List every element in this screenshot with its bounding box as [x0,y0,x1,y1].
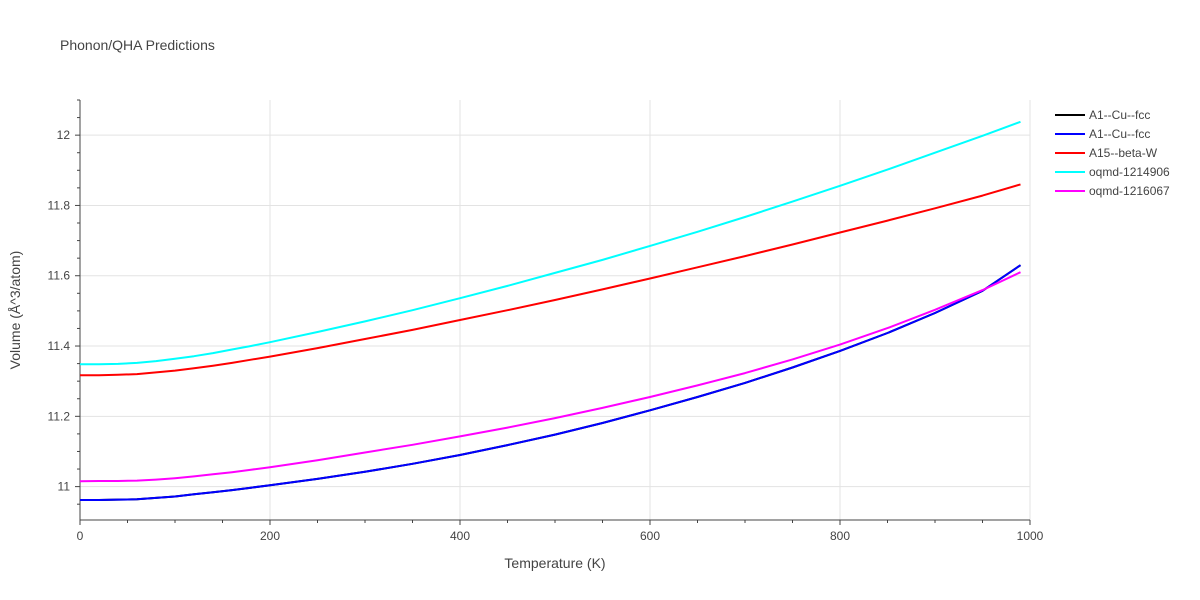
y-axis-title: Volume (Å^3/atom) [7,251,23,370]
x-tick-label-5: 1000 [1017,529,1044,543]
grid [80,100,1031,520]
series-line-3 [80,120,1021,366]
legend-item-0[interactable]: A1--Cu--fcc [1055,108,1150,122]
chart-title: Phonon/QHA Predictions [60,37,215,53]
y-tick-label-1: 11.2 [48,409,71,423]
y-tick-label-0: 11 [58,480,71,494]
legend-label-2: A15--beta-W [1089,146,1158,160]
x-tick-label-3: 600 [640,529,660,543]
legend-label-1: A1--Cu--fcc [1089,127,1150,141]
x-tick-label-0: 0 [77,529,84,543]
legend-item-1[interactable]: A1--Cu--fcc [1055,127,1150,141]
legend-label-4: oqmd-1216067 [1089,184,1170,198]
legend-item-2[interactable]: A15--beta-W [1055,146,1158,160]
axes [75,99,1031,525]
y-tick-label-3: 11.6 [48,269,71,283]
x-axis-title: Temperature (K) [504,555,605,571]
series-line-1 [80,264,1022,501]
y-tick-label-2: 11.4 [48,339,71,353]
legend-item-4[interactable]: oqmd-1216067 [1055,184,1170,198]
legend-label-3: oqmd-1214906 [1089,165,1170,179]
legend-item-3[interactable]: oqmd-1214906 [1055,165,1170,179]
legend-label-0: A1--Cu--fcc [1089,108,1150,122]
series-line-2 [80,183,1021,377]
x-tick-label-4: 800 [830,529,850,543]
y-tick-label-4: 11.8 [48,198,71,212]
x-tick-label-2: 400 [450,529,470,543]
x-tick-label-1: 200 [260,529,280,543]
series-group [79,120,1022,501]
y-tick-label-5: 12 [57,128,71,142]
tick-labels: 0 200 400 600 800 1000 11 11.2 11.4 11.6 11.8 12 [48,128,1044,543]
series-line-4 [79,271,1021,483]
legend[interactable]: A1--Cu--fcc A1--Cu--fcc A15--beta-W oqmd-12… [1055,108,1170,198]
